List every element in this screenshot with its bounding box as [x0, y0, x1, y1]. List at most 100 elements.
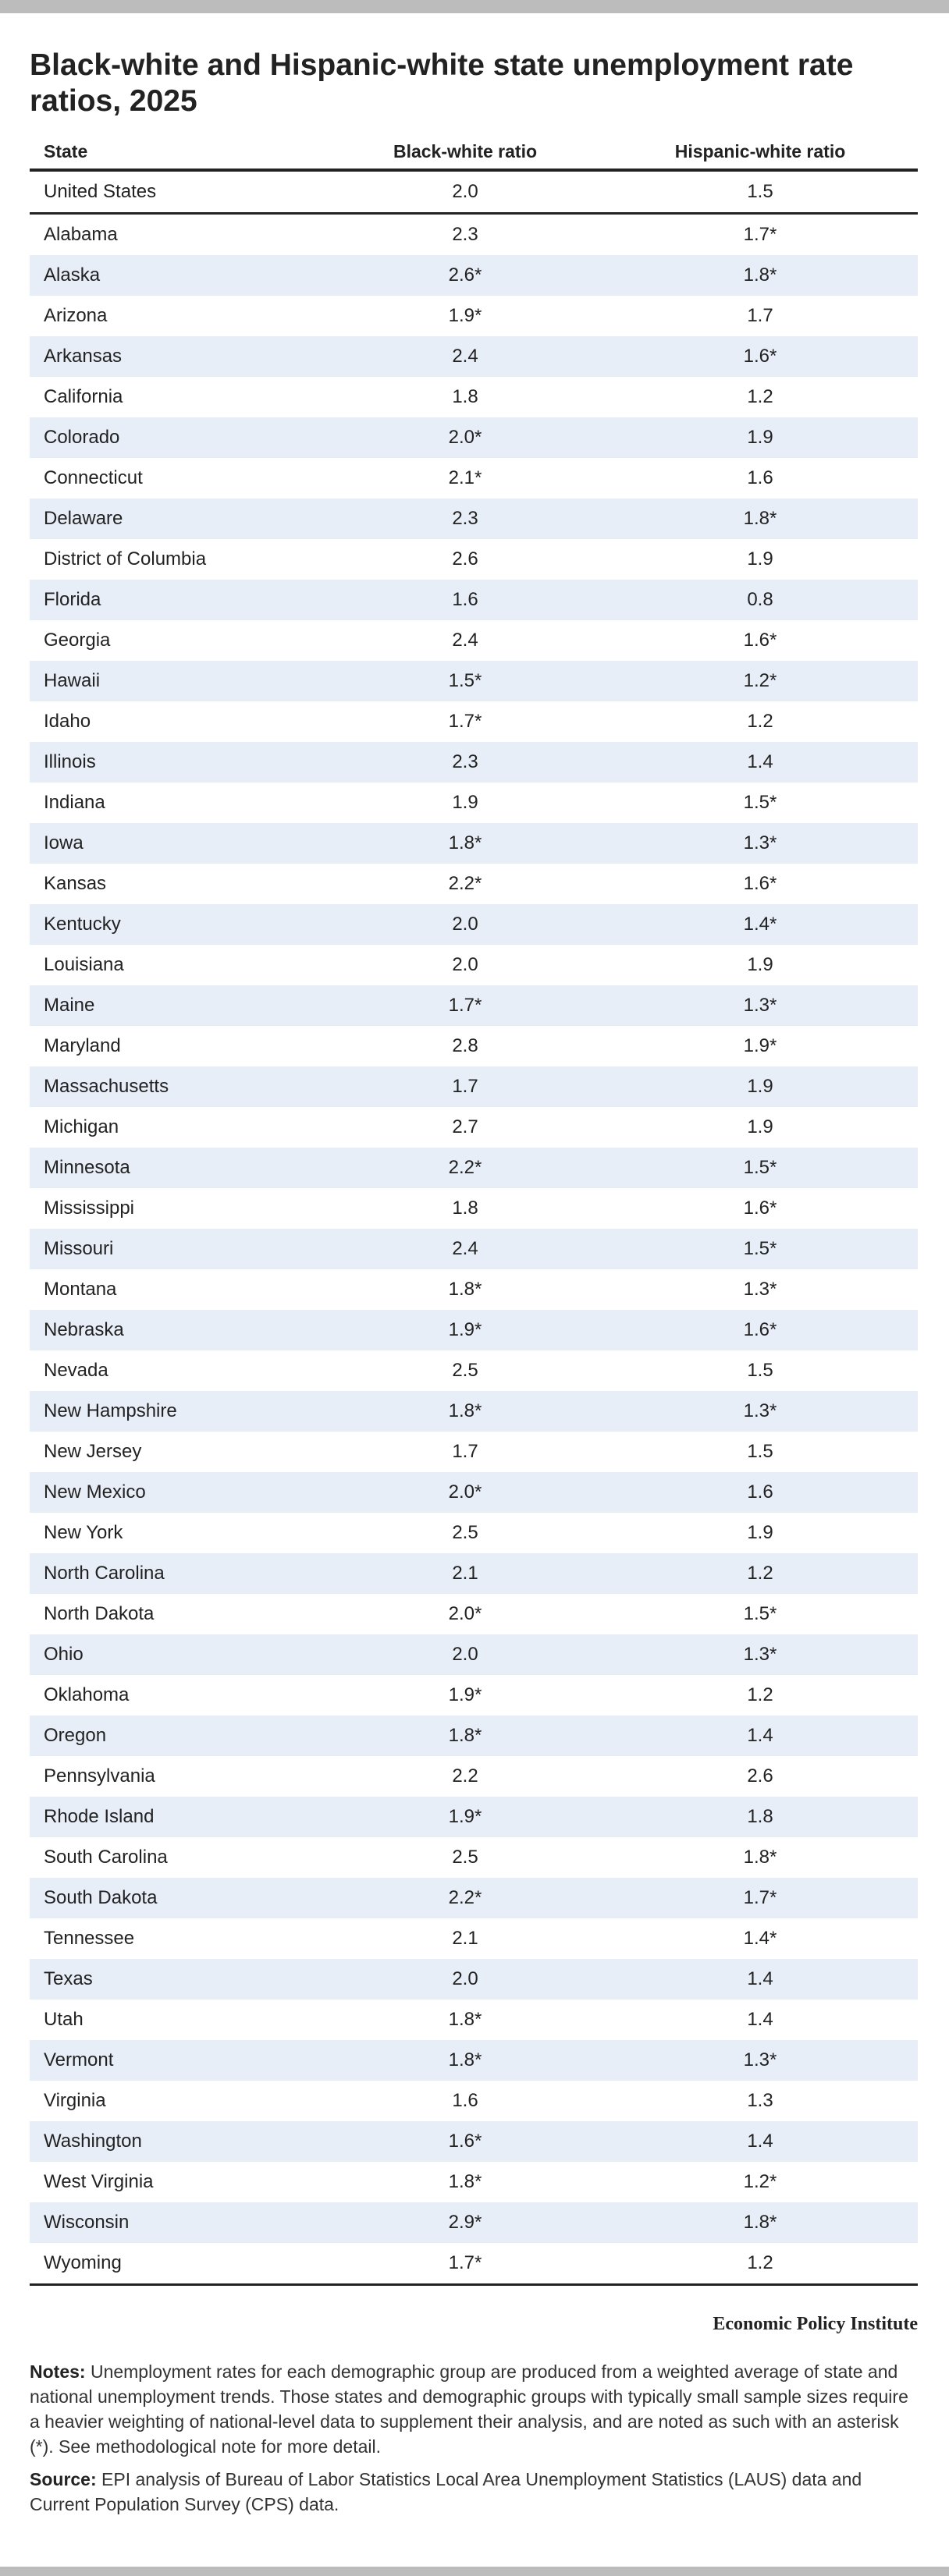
table-row: Indiana 1.9 1.5* — [30, 782, 918, 823]
state-cell: Colorado — [30, 417, 328, 458]
state-cell: California — [44, 386, 123, 407]
state-cell: Hawaii — [30, 661, 328, 701]
table-row: Mississippi 1.8 1.6* — [30, 1188, 918, 1229]
state-cell: Indiana — [44, 792, 105, 813]
source-text: EPI analysis of Bureau of Labor Statisti… — [30, 2469, 862, 2514]
ratio-cell: 0.8 — [602, 580, 918, 620]
ratio-cell: 1.8* — [743, 1847, 777, 1868]
ratio-cell: 2.2 — [452, 1765, 478, 1787]
notes-text: Unemployment rates for each demographic … — [30, 2361, 908, 2457]
ratio-cell: 1.9 — [747, 954, 773, 975]
table-row: Alaska 2.6* 1.8* — [30, 255, 918, 296]
ratio-cell: 1.5* — [602, 1148, 918, 1188]
table-row: Florida 1.6 0.8 — [30, 580, 918, 620]
ratio-cell: 2.1* — [448, 467, 482, 488]
ratio-cell: 2.2* — [328, 1148, 602, 1188]
ratio-cell: 1.8* — [602, 255, 918, 296]
table-row: Texas 2.0 1.4 — [30, 1959, 918, 1999]
ratio-cell: 2.4 — [328, 1229, 602, 1269]
table-row: North Dakota 2.0* 1.5* — [30, 1594, 918, 1634]
ratio-cell: 1.4 — [602, 1716, 918, 1756]
ratio-cell: 2.0 — [452, 954, 478, 975]
state-cell: Idaho — [44, 711, 91, 732]
table-row: Oklahoma 1.9* 1.2 — [30, 1675, 918, 1716]
table-row: Arizona 1.9* 1.7 — [30, 296, 918, 336]
table-row: Wisconsin 2.9* 1.8* — [30, 2202, 918, 2243]
state-cell: Kentucky — [30, 904, 328, 945]
table-row: Montana 1.8* 1.3* — [30, 1269, 918, 1310]
ratio-cell: 1.9 — [602, 417, 918, 458]
ratio-cell: 1.8* — [602, 2202, 918, 2243]
ratio-cell: 2.4 — [452, 630, 478, 651]
state-cell: Utah — [44, 2009, 84, 2030]
state-cell: United States — [30, 170, 328, 215]
ratio-cell: 1.6* — [602, 336, 918, 377]
ratio-cell: 2.5 — [452, 1360, 478, 1381]
table-row: New Jersey 1.7 1.5 — [30, 1432, 918, 1472]
table-row: California 1.8 1.2 — [30, 377, 918, 417]
state-cell: Wisconsin — [30, 2202, 328, 2243]
ratio-cell: 2.5 — [452, 1847, 478, 1868]
state-cell: Montana — [44, 1279, 117, 1300]
ratio-cell: 1.5* — [743, 792, 777, 813]
ratio-cell: 1.9 — [747, 1522, 773, 1543]
table-row: Colorado 2.0* 1.9 — [30, 417, 918, 458]
ratio-cell: 1.3* — [602, 823, 918, 864]
state-cell: New York — [44, 1522, 123, 1543]
table-row: Kentucky 2.0 1.4* — [30, 904, 918, 945]
ratio-cell: 1.5* — [328, 661, 602, 701]
table-row: Washington 1.6* 1.4 — [30, 2121, 918, 2162]
ratio-cell: 1.8* — [448, 1279, 482, 1300]
state-cell: District of Columbia — [44, 548, 207, 569]
table-row: North Carolina 2.1 1.2 — [30, 1553, 918, 1594]
table-row: South Dakota 2.2* 1.7* — [30, 1878, 918, 1918]
ratio-cell: 1.7* — [448, 711, 482, 732]
table-row: Nebraska 1.9* 1.6* — [30, 1310, 918, 1350]
ratio-cell: 1.7 — [747, 305, 773, 326]
ratio-cell: 2.0 — [328, 1634, 602, 1675]
ratio-cell: 1.3* — [602, 1391, 918, 1432]
table-row: Idaho 1.7* 1.2 — [30, 701, 918, 742]
table-row: Iowa 1.8* 1.3* — [30, 823, 918, 864]
table-row: Kansas 2.2* 1.6* — [30, 864, 918, 904]
table-row: United States 2.0 1.5 — [30, 170, 918, 215]
source-label: Source: — [30, 2469, 97, 2489]
table-row: Missouri 2.4 1.5* — [30, 1229, 918, 1269]
notes-label: Notes: — [30, 2361, 86, 2382]
ratio-cell: 1.9 — [747, 548, 773, 569]
table-row: Utah 1.8* 1.4 — [30, 1999, 918, 2040]
ratio-cell: 1.5 — [602, 170, 918, 215]
table-row: Nevada 2.5 1.5 — [30, 1350, 918, 1391]
state-cell: Virginia — [44, 2090, 106, 2111]
column-header: State — [30, 134, 328, 172]
bottom-bar — [0, 2567, 949, 2576]
ratio-cell: 1.3* — [602, 985, 918, 1026]
ratio-cell: 2.3 — [328, 742, 602, 782]
state-cell: South Dakota — [30, 1878, 328, 1918]
ratio-cell: 1.9* — [743, 1035, 777, 1056]
ratio-cell: 1.8 — [602, 1797, 918, 1837]
table-row: Alabama 2.3 1.7* — [30, 214, 918, 256]
state-cell: Pennsylvania — [44, 1765, 155, 1787]
ratio-cell: 1.9 — [602, 1066, 918, 1107]
ratio-cell: 1.6* — [743, 1198, 777, 1219]
ratio-cell: 1.9 — [452, 792, 478, 813]
ratio-cell: 1.6* — [328, 2121, 602, 2162]
ratio-cell: 2.5 — [452, 1522, 478, 1543]
state-cell: Michigan — [44, 1116, 119, 1137]
table-row: Hawaii 1.5* 1.2* — [30, 661, 918, 701]
ratio-cell: 1.8 — [452, 386, 478, 407]
ratio-cell: 1.2 — [747, 1684, 773, 1705]
ratio-cell: 1.2 — [747, 386, 773, 407]
table-row: New Mexico 2.0* 1.6 — [30, 1472, 918, 1513]
ratio-cell: 1.9* — [448, 305, 482, 326]
ratio-cell: 1.6 — [602, 1472, 918, 1513]
table-row: Delaware 2.3 1.8* — [30, 499, 918, 539]
ratio-cell: 1.6 — [452, 2090, 478, 2111]
top-bar — [0, 0, 949, 13]
state-cell: Vermont — [30, 2040, 328, 2081]
ratio-cell: 1.4* — [743, 1928, 777, 1949]
table-row: South Carolina 2.5 1.8* — [30, 1837, 918, 1878]
ratio-cell: 1.3* — [743, 1279, 777, 1300]
ratio-cell: 1.7 — [452, 1441, 478, 1462]
